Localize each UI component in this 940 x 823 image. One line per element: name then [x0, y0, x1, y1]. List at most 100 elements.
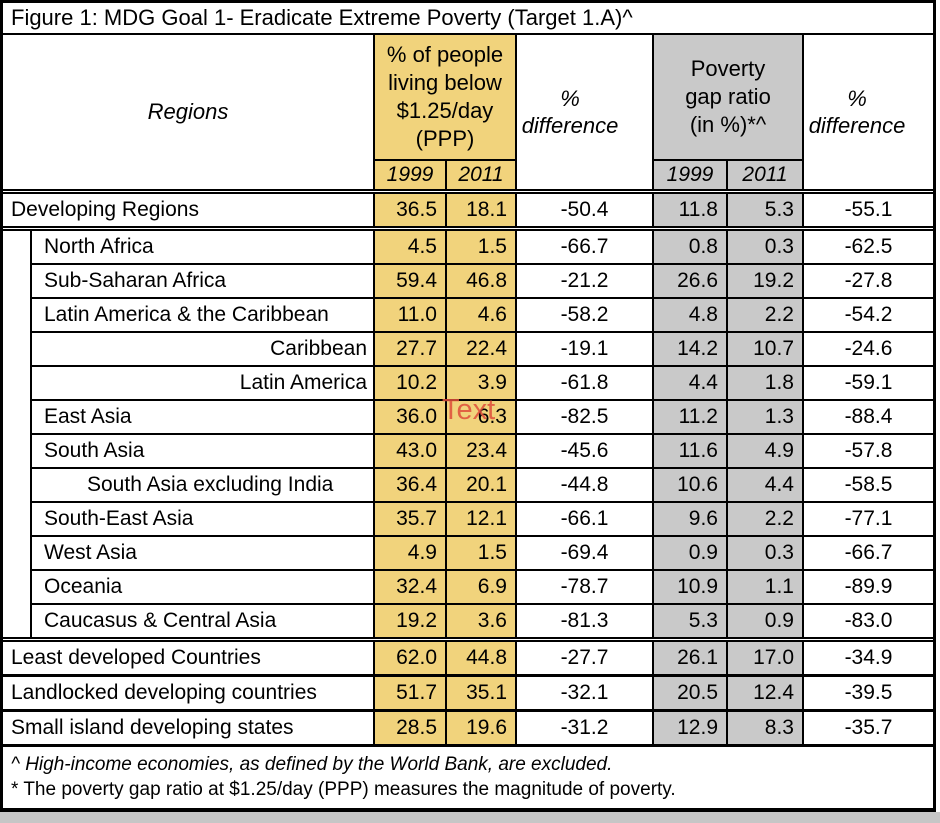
header-group-poverty-gap-label: Poverty gap ratio (in %)*^	[685, 56, 771, 137]
value-diff-gap: -88.4	[802, 399, 933, 435]
header-year-1999-gap: 1999	[652, 159, 728, 194]
value-pct-2011: 23.4	[445, 433, 517, 469]
header-diff-1-label: % difference	[521, 86, 619, 138]
value-gap-1999: 4.8	[652, 297, 728, 333]
value-diff-pct: -32.1	[515, 674, 654, 712]
value-gap-1999: 11.6	[652, 433, 728, 469]
value-gap-1999: 0.8	[652, 227, 728, 265]
header-diff-2: % difference	[802, 35, 933, 194]
region-cell: Landlocked developing countries	[3, 674, 375, 712]
value-diff-pct: -82.5	[515, 399, 654, 435]
figure-title: Figure 1: MDG Goal 1- Eradicate Extreme …	[3, 3, 933, 35]
value-pct-2011: 4.6	[445, 297, 517, 333]
region-cell: Developing Regions	[3, 190, 375, 231]
value-diff-gap: -39.5	[802, 674, 933, 712]
region-cell: South Asia excluding India	[31, 467, 375, 503]
region-cell: Latin America	[31, 365, 375, 401]
value-gap-2011: 0.3	[726, 227, 804, 265]
table-row: Oceania 32.4 6.9 -78.7 10.9 1.1 -89.9	[3, 569, 933, 605]
value-pct-2011: 12.1	[445, 501, 517, 537]
value-pct-1999: 32.4	[373, 569, 447, 605]
value-gap-2011: 4.4	[726, 467, 804, 503]
value-gap-1999: 0.9	[652, 535, 728, 571]
value-pct-1999: 59.4	[373, 263, 447, 299]
value-pct-1999: 62.0	[373, 637, 447, 677]
header-group-poverty-pct-label: % of people living below $1.25/day (PPP)	[386, 42, 504, 151]
value-gap-1999: 10.6	[652, 467, 728, 503]
value-pct-1999: 10.2	[373, 365, 447, 401]
value-pct-2011: 35.1	[445, 674, 517, 712]
value-pct-2011: 20.1	[445, 467, 517, 503]
header-diff-2-label: % difference	[808, 86, 906, 138]
header-year-2011-gap: 2011	[726, 159, 803, 194]
value-pct-1999: 36.5	[373, 190, 447, 231]
value-diff-gap: -89.9	[802, 569, 933, 605]
value-pct-1999: 11.0	[373, 297, 447, 333]
value-diff-gap: -59.1	[802, 365, 933, 401]
value-gap-1999: 12.9	[652, 709, 728, 744]
table-row: Landlocked developing countries 51.7 35.1-…	[3, 674, 933, 712]
table-row: North Africa 4.5 1.5 -66.7 0.8 0.3 -62.5	[3, 227, 933, 640]
data-table: Regions % of people living below $1.25/d…	[3, 35, 933, 744]
region-cell: Small island developing states	[3, 709, 375, 744]
value-gap-2011: 2.2	[726, 297, 804, 333]
table-row: Latin America 10.2 3.9 -61.8 4.4 1.8 -59.1	[3, 365, 933, 401]
value-diff-pct: -66.7	[515, 227, 654, 265]
value-pct-1999: 4.9	[373, 535, 447, 571]
value-gap-2011: 1.1	[726, 569, 804, 605]
year-subheader-row: 1999 2011 1999 2011	[3, 159, 933, 194]
value-pct-1999: 19.2	[373, 603, 447, 641]
header-row: Regions % of people living below $1.25/d…	[3, 35, 933, 194]
value-pct-2011: 44.8	[445, 637, 517, 677]
value-diff-pct: -58.2	[515, 297, 654, 333]
value-gap-2011: 1.3	[726, 399, 804, 435]
value-diff-gap: -54.2	[802, 297, 933, 333]
value-gap-1999: 11.8	[652, 190, 728, 231]
value-pct-1999: 36.4	[373, 467, 447, 503]
region-cell: South-East Asia	[31, 501, 375, 537]
value-pct-1999: 4.5	[373, 227, 447, 265]
bottom-window-strip	[0, 812, 940, 823]
value-pct-1999: 28.5	[373, 709, 447, 744]
header-year-1999-pct: 1999	[374, 159, 447, 194]
value-pct-2011: 18.1	[445, 190, 517, 231]
header-diff-1: % difference	[515, 35, 654, 194]
value-pct-1999: 43.0	[373, 433, 447, 469]
value-diff-pct: -19.1	[515, 331, 654, 367]
region-cell: North Africa	[30, 227, 375, 265]
value-pct-2011: 22.4	[445, 331, 517, 367]
value-diff-gap: -24.6	[802, 331, 933, 367]
value-pct-2011: 3.9	[445, 365, 517, 401]
value-diff-pct: -21.2	[515, 263, 654, 299]
value-diff-gap: -83.0	[802, 603, 933, 641]
table-row: Sub-Saharan Africa 59.4 46.8 -21.2 26.6 19.2-…	[3, 263, 933, 299]
value-gap-2011: 1.8	[726, 365, 804, 401]
value-diff-pct: -66.1	[515, 501, 654, 537]
value-diff-gap: -34.9	[802, 637, 933, 677]
value-gap-2011: 12.4	[726, 674, 804, 712]
region-cell: South Asia	[31, 433, 375, 469]
value-pct-2011: 6.9	[445, 569, 517, 605]
table-row: East Asia 36.0 6.3 -82.5 11.2 1.3 -88.4	[3, 399, 933, 435]
table-row: Caribbean 27.7 22.4 -19.1 14.2 10.7 -24.6	[3, 331, 933, 367]
value-pct-2011: 1.5	[445, 227, 517, 265]
value-gap-1999: 4.4	[652, 365, 728, 401]
value-gap-2011: 0.3	[726, 535, 804, 571]
value-gap-2011: 8.3	[726, 709, 804, 744]
value-gap-1999: 11.2	[652, 399, 728, 435]
value-gap-2011: 19.2	[726, 263, 804, 299]
indent-gutter	[3, 228, 32, 640]
header-regions: Regions	[3, 35, 375, 194]
value-diff-gap: -58.5	[802, 467, 933, 503]
value-pct-2011: 6.3	[445, 399, 517, 435]
value-gap-1999: 10.9	[652, 569, 728, 605]
header-group-poverty-gap: Poverty gap ratio (in %)*^	[652, 35, 804, 161]
value-diff-pct: -50.4	[515, 190, 654, 231]
value-pct-2011: 46.8	[445, 263, 517, 299]
value-diff-pct: -31.2	[515, 709, 654, 744]
value-gap-2011: 4.9	[726, 433, 804, 469]
value-gap-1999: 14.2	[652, 331, 728, 367]
value-gap-1999: 9.6	[652, 501, 728, 537]
value-diff-pct: -27.7	[515, 637, 654, 677]
